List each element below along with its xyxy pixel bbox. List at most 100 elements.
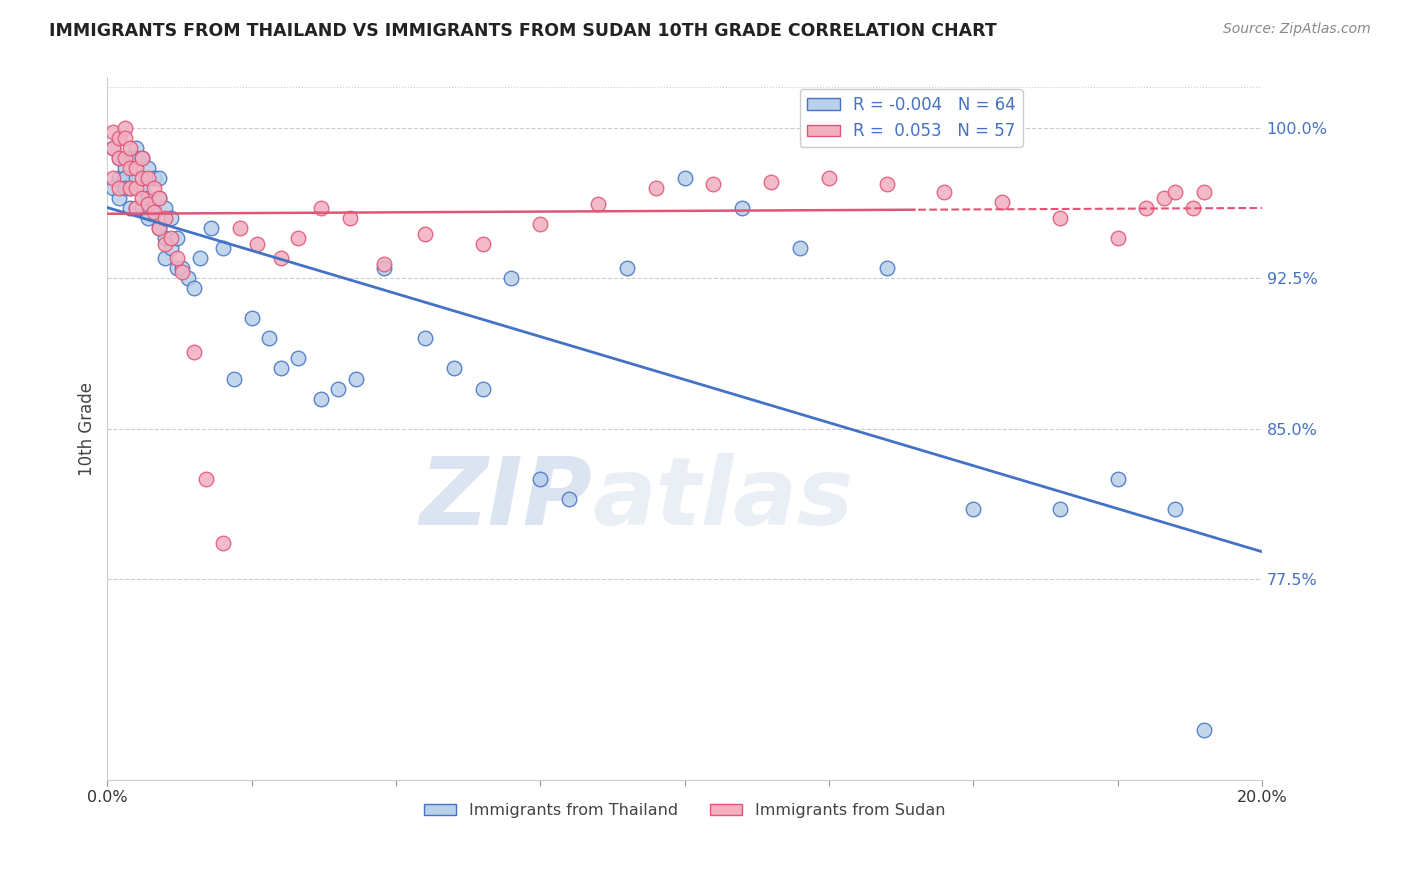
Point: [125, 181, 148, 195]
Point: [413, 227, 436, 241]
Point: [194, 472, 217, 486]
Point: [1107, 472, 1129, 486]
Text: ZIP: ZIP: [419, 453, 592, 545]
Point: [148, 191, 170, 205]
Point: [200, 221, 222, 235]
Point: [142, 205, 165, 219]
Point: [125, 201, 148, 215]
Point: [934, 185, 956, 199]
Point: [125, 141, 148, 155]
Point: [153, 211, 176, 225]
Point: [183, 345, 205, 359]
Point: [413, 331, 436, 345]
Point: [125, 201, 148, 215]
Point: [131, 201, 153, 215]
Point: [183, 281, 205, 295]
Point: [1192, 185, 1215, 199]
Point: [1164, 185, 1187, 199]
Legend: Immigrants from Thailand, Immigrants from Sudan: Immigrants from Thailand, Immigrants fro…: [418, 797, 952, 825]
Point: [373, 257, 395, 271]
Point: [211, 536, 233, 550]
Point: [153, 237, 176, 252]
Point: [125, 161, 148, 175]
Point: [136, 161, 159, 175]
Point: [172, 265, 194, 279]
Point: [1153, 191, 1175, 205]
Point: [229, 221, 252, 235]
Point: [120, 141, 142, 155]
Point: [160, 241, 183, 255]
Point: [443, 361, 465, 376]
Point: [120, 201, 142, 215]
Point: [131, 151, 153, 165]
Point: [558, 491, 581, 506]
Point: [876, 261, 898, 276]
Point: [240, 311, 263, 326]
Point: [876, 177, 898, 191]
Point: [1192, 723, 1215, 737]
Text: Source: ZipAtlas.com: Source: ZipAtlas.com: [1223, 22, 1371, 37]
Point: [108, 151, 131, 165]
Point: [101, 125, 124, 139]
Point: [287, 351, 309, 366]
Point: [125, 151, 148, 165]
Point: [991, 194, 1014, 209]
Point: [101, 141, 124, 155]
Point: [702, 177, 724, 191]
Point: [328, 382, 350, 396]
Point: [309, 201, 332, 215]
Point: [1107, 231, 1129, 245]
Point: [501, 271, 523, 285]
Point: [818, 170, 841, 185]
Point: [148, 191, 170, 205]
Point: [309, 392, 332, 406]
Point: [1049, 211, 1071, 225]
Point: [108, 191, 131, 205]
Point: [148, 170, 170, 185]
Point: [160, 211, 183, 225]
Text: atlas: atlas: [592, 453, 853, 545]
Point: [339, 211, 361, 225]
Point: [108, 130, 131, 145]
Point: [789, 241, 811, 255]
Point: [287, 231, 309, 245]
Point: [373, 261, 395, 276]
Point: [153, 251, 176, 265]
Point: [131, 191, 153, 205]
Point: [529, 217, 551, 231]
Point: [166, 231, 188, 245]
Point: [108, 151, 131, 165]
Point: [136, 211, 159, 225]
Point: [101, 181, 124, 195]
Point: [224, 371, 246, 385]
Point: [101, 170, 124, 185]
Point: [673, 170, 696, 185]
Point: [529, 472, 551, 486]
Point: [1181, 201, 1204, 215]
Point: [616, 261, 638, 276]
Point: [108, 181, 131, 195]
Point: [136, 191, 159, 205]
Point: [188, 251, 211, 265]
Point: [246, 237, 269, 252]
Point: [114, 170, 136, 185]
Point: [344, 371, 367, 385]
Point: [114, 161, 136, 175]
Point: [1049, 502, 1071, 516]
Point: [1135, 201, 1157, 215]
Point: [114, 120, 136, 135]
Point: [166, 261, 188, 276]
Point: [131, 181, 153, 195]
Point: [471, 237, 494, 252]
Point: [136, 170, 159, 185]
Point: [153, 201, 176, 215]
Point: [125, 170, 148, 185]
Point: [131, 170, 153, 185]
Point: [211, 241, 233, 255]
Point: [142, 170, 165, 185]
Point: [101, 141, 124, 155]
Point: [114, 151, 136, 165]
Point: [153, 231, 176, 245]
Point: [136, 197, 159, 211]
Point: [114, 130, 136, 145]
